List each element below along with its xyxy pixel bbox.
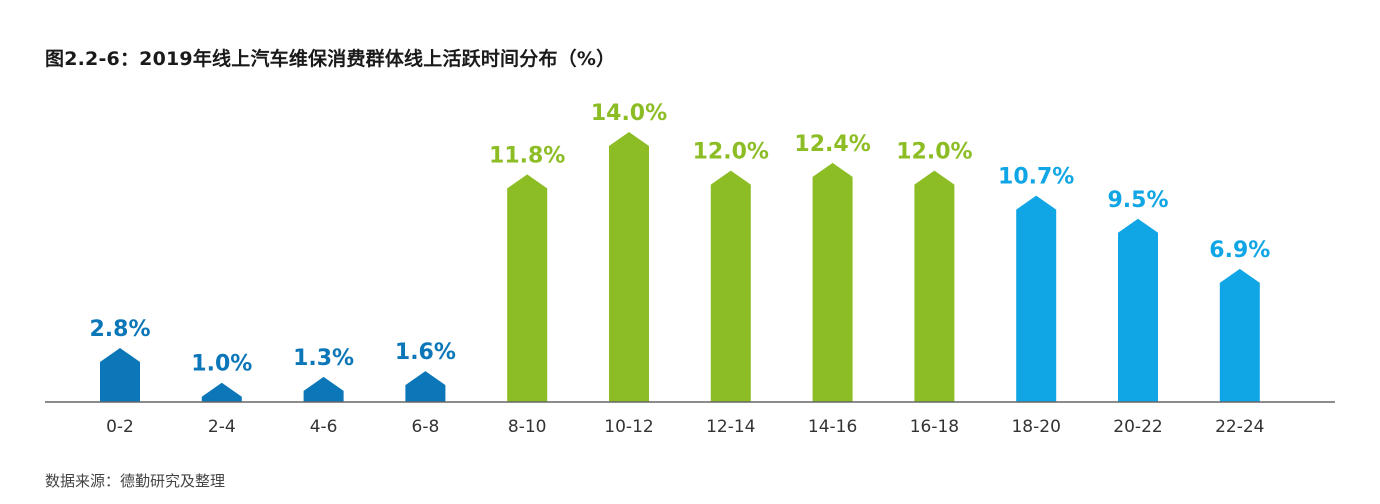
chart-title: 图2.2-6：2019年线上汽车维保消费群体线上活跃时间分布（%） <box>45 48 616 70</box>
x-tick-label-12-14: 12-14 <box>706 417 755 437</box>
value-label-2-4: 1.0% <box>191 352 252 377</box>
x-tick-label-18-20: 18-20 <box>1011 417 1060 437</box>
bar-2-4 <box>201 382 242 402</box>
x-tick-label-16-18: 16-18 <box>910 417 959 437</box>
bar-20-22 <box>1118 218 1158 402</box>
x-tick-label-4-6: 4-6 <box>310 417 338 437</box>
value-label-0-2: 2.8% <box>89 317 150 342</box>
value-label-10-12: 14.0% <box>591 101 667 126</box>
bar-8-10 <box>507 174 548 402</box>
bar-12-14 <box>710 170 751 402</box>
bars-layer <box>100 132 1260 402</box>
x-tick-labels-layer: 0-2 2-4 4-6 6-8 8-10 10-12 12-14 14-16 16-18 18-2… <box>106 417 1264 437</box>
value-label-16-18: 12.0% <box>896 140 972 165</box>
value-label-14-16: 12.4% <box>794 132 870 157</box>
x-tick-label-10-12: 10-12 <box>604 417 653 437</box>
bar-22-24 <box>1219 268 1260 402</box>
x-tick-label-6-8: 6-8 <box>412 417 440 437</box>
x-tick-label-14-16: 14-16 <box>808 417 857 437</box>
x-tick-label-20-22: 20-22 <box>1113 417 1162 437</box>
bar-0-2 <box>100 348 140 402</box>
x-tick-label-8-10: 8-10 <box>508 417 547 437</box>
x-tick-label-22-24: 22-24 <box>1215 417 1264 437</box>
value-label-4-6: 1.3% <box>293 346 354 371</box>
value-label-12-14: 12.0% <box>693 140 769 165</box>
data-source-note: 数据来源：德勤研究及整理 <box>45 472 226 490</box>
value-label-20-22: 9.5% <box>1107 188 1168 213</box>
value-labels-layer: 2.8% 1.0% 1.3% 1.6% 11.8% 14.0% 12.0% 12.4% 12.0… <box>89 101 1270 377</box>
bar-4-6 <box>303 376 344 402</box>
bar-16-18 <box>914 170 955 402</box>
bar-6-8 <box>405 371 446 402</box>
x-tick-label-0-2: 0-2 <box>106 417 134 437</box>
bar-14-16 <box>812 162 853 402</box>
x-tick-label-2-4: 2-4 <box>208 417 236 437</box>
bar-10-12 <box>609 132 649 402</box>
bar-18-20 <box>1016 195 1057 402</box>
value-label-18-20: 10.7% <box>998 165 1074 190</box>
value-label-22-24: 6.9% <box>1209 238 1270 263</box>
value-label-8-10: 11.8% <box>489 143 565 168</box>
value-label-6-8: 1.6% <box>395 340 456 365</box>
